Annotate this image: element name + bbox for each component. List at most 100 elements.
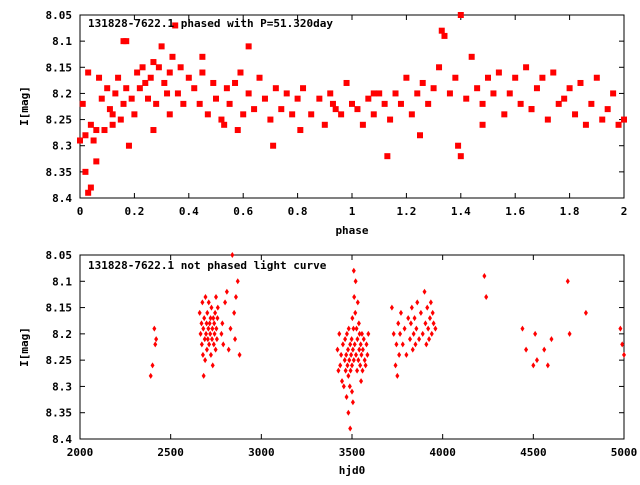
unphased-data-point — [363, 362, 368, 369]
phased-data-point — [79, 100, 86, 107]
phased-data-point — [185, 74, 192, 81]
phased-y-axis-label: I[mag] — [18, 86, 31, 126]
unphased-data-point — [353, 278, 358, 285]
unphased-plot: 8.05 8.1 8.15 8.2 8.25 8.3 8.35 8.4 2000 2500 300… — [18, 249, 637, 477]
unphased-data-point — [391, 330, 396, 337]
phased-data-point — [327, 90, 334, 97]
unphased-y-tick-label: 8.25 — [46, 354, 73, 367]
unphased-data-point — [210, 336, 215, 343]
phased-data-point — [128, 95, 135, 102]
unphased-data-point — [228, 325, 233, 332]
phased-data-point — [479, 100, 486, 107]
phased-data-point — [221, 121, 228, 128]
unphased-data-point — [424, 341, 429, 348]
phased-y-tick-label: 8.2 — [52, 87, 72, 100]
phased-data-point — [204, 111, 211, 118]
unphased-data-point — [404, 351, 409, 358]
unphased-data-point — [214, 294, 218, 301]
unphased-data-point — [210, 325, 215, 332]
phased-x-tick-label: 0 — [77, 205, 84, 218]
phased-data-point — [621, 116, 627, 123]
unphased-data-point — [223, 299, 228, 306]
unphased-data-point — [220, 320, 225, 327]
phased-data-point — [495, 69, 502, 76]
unphased-data-point — [208, 330, 213, 337]
phased-data-point — [512, 74, 519, 81]
phased-data-point — [408, 111, 415, 118]
phased-data-point — [158, 43, 165, 50]
unphased-data-point — [402, 325, 407, 332]
unphased-data-point — [422, 288, 427, 295]
phased-data-point — [533, 85, 540, 92]
phased-data-point — [566, 85, 573, 92]
unphased-data-point — [344, 330, 349, 337]
phased-data-point — [349, 100, 355, 107]
phased-data-point — [316, 95, 323, 102]
unphased-data-point — [396, 320, 401, 327]
unphased-data-point — [549, 336, 554, 343]
phased-data-point — [376, 90, 383, 97]
unphased-y-tick-label: 8.3 — [52, 380, 72, 393]
unphased-data-point — [208, 315, 213, 322]
phased-data-point — [155, 64, 162, 71]
phased-x-tick-label: 2 — [621, 205, 628, 218]
phased-x-tick-label: 0.2 — [124, 205, 144, 218]
unphased-data-point — [400, 341, 405, 348]
unphased-data-point — [533, 330, 538, 337]
unphased-data-point — [482, 273, 487, 280]
phased-data-point — [93, 127, 100, 134]
unphased-data-point — [358, 341, 363, 348]
unphased-y-tick-label: 8.15 — [46, 302, 73, 315]
unphased-data-point — [235, 278, 240, 285]
unphased-data-point — [215, 315, 220, 322]
phased-data-point — [365, 95, 372, 102]
phased-plot-title: 131828-7622.1 phased with P=51.320day — [88, 17, 333, 30]
phased-data-point — [455, 142, 462, 149]
phased-data-point — [308, 111, 315, 118]
phased-data-point — [438, 27, 445, 34]
phased-data-point — [359, 121, 366, 128]
unphased-data-point — [531, 362, 536, 369]
phased-x-tick-label: 1.8 — [560, 205, 580, 218]
phased-data-point — [237, 69, 244, 76]
unphased-data-point — [356, 320, 361, 327]
unphased-data-point — [209, 304, 214, 311]
unphased-data-point — [349, 351, 354, 358]
unphased-data-point — [347, 357, 352, 364]
phased-data-point — [180, 100, 187, 107]
unphased-data-point — [340, 378, 345, 385]
phased-y-tick-label: 8.4 — [52, 192, 72, 205]
unphased-data-point — [418, 309, 423, 316]
unphased-data-point — [348, 341, 353, 348]
unphased-data-point — [360, 367, 365, 374]
unphased-data-point — [224, 288, 229, 295]
unphased-x-axis-label: hjd0 — [339, 464, 366, 477]
phased-data-point — [387, 116, 394, 123]
unphased-data-point — [214, 336, 219, 343]
unphased-data-point — [214, 325, 219, 332]
unphased-y-axis-label: I[mag] — [18, 327, 31, 367]
phased-x-tick-label: 0.8 — [288, 205, 308, 218]
unphased-data-point — [351, 325, 356, 332]
phased-data-point — [479, 121, 486, 128]
unphased-data-point — [347, 383, 352, 390]
phased-data-point — [468, 53, 475, 60]
unphased-data-point — [353, 351, 358, 358]
unphased-data-point — [211, 341, 216, 348]
phased-y-tick-label: 8.05 — [46, 9, 73, 22]
unphased-data-point — [394, 341, 399, 348]
phased-data-point — [82, 168, 89, 175]
phased-data-point — [272, 85, 279, 92]
phased-data-point — [436, 64, 443, 71]
phased-x-tick-label: 1.6 — [505, 205, 525, 218]
unphased-data-point — [346, 346, 351, 353]
phased-data-point — [403, 74, 410, 81]
unphased-data-point — [221, 341, 226, 348]
unphased-x-tick-label: 4500 — [520, 446, 547, 459]
phased-data-point — [150, 59, 157, 66]
unphased-y-axis: 8.05 8.1 8.15 8.2 8.25 8.3 8.35 8.4 — [46, 249, 624, 446]
phased-data-point — [278, 106, 285, 113]
phased-data-point — [392, 90, 399, 97]
unphased-data-point — [204, 330, 209, 337]
phased-data-point — [294, 95, 301, 102]
